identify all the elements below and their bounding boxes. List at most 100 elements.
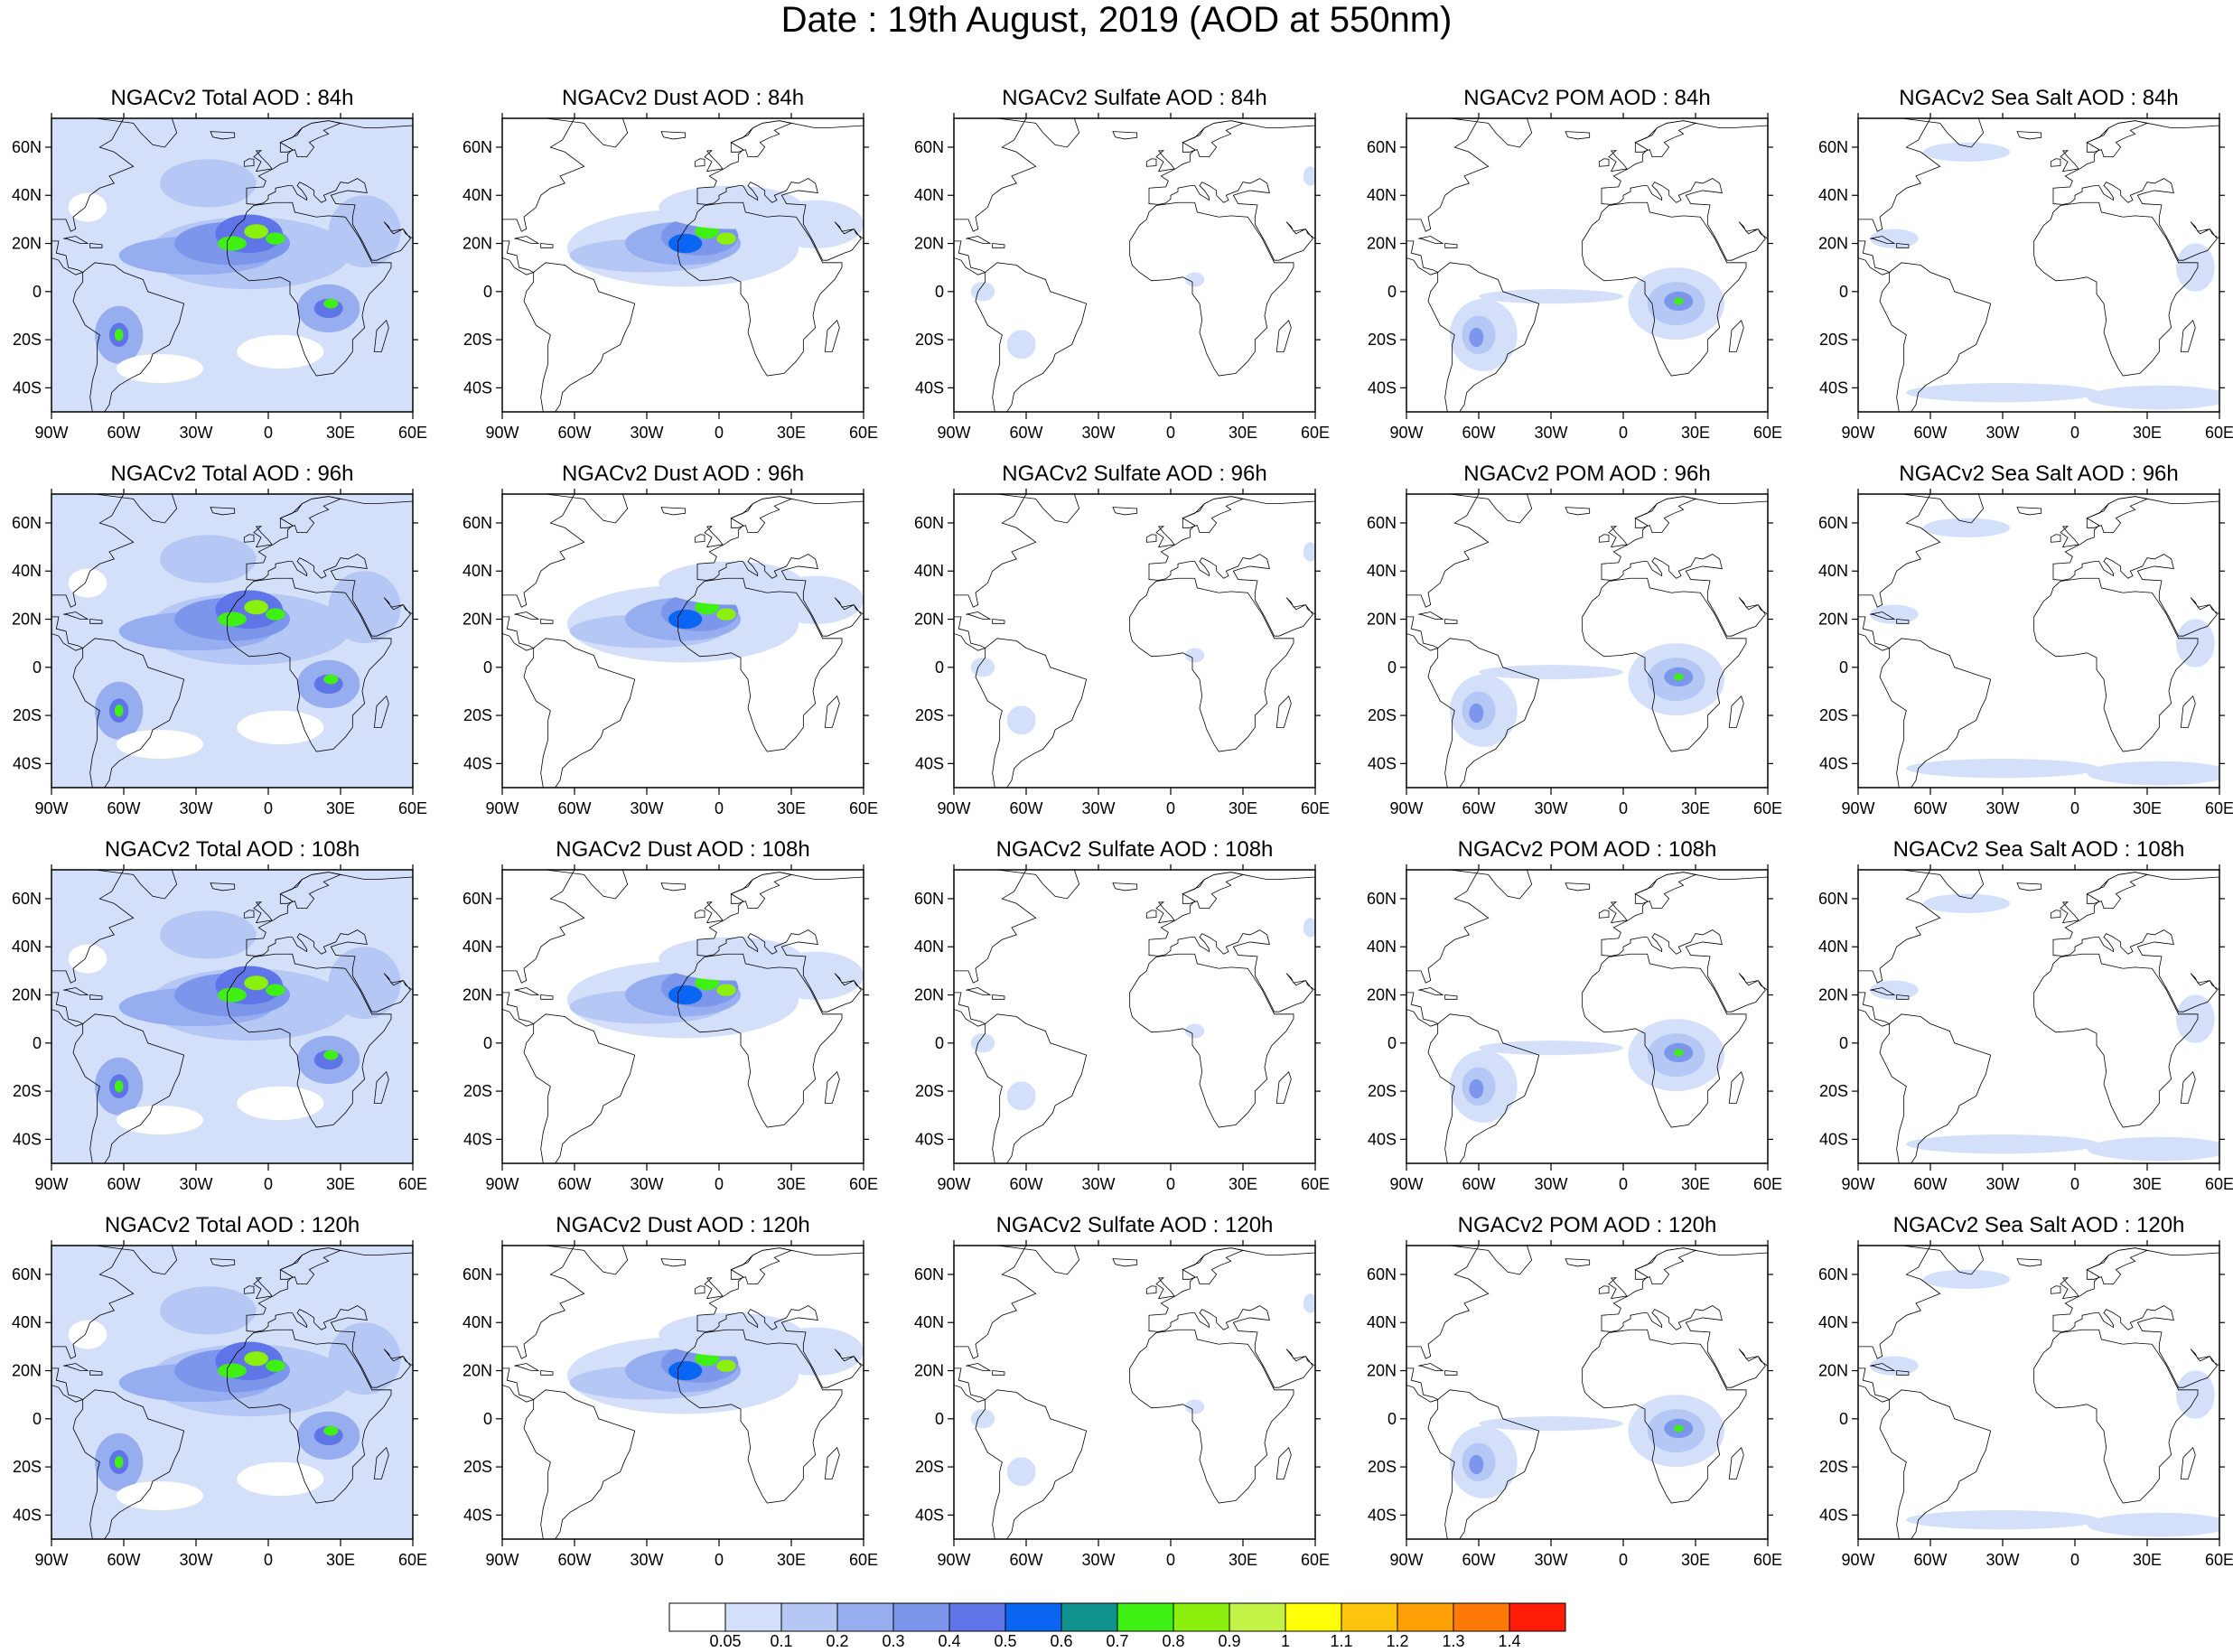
aod-plume <box>1479 289 1623 304</box>
lon-tick-label: 30W <box>630 424 663 442</box>
lat-tick-label: 0 <box>33 1034 42 1052</box>
lon-tick-label: 60E <box>2205 1551 2233 1569</box>
aod-plume <box>1906 383 2099 403</box>
lon-tick-label: 0 <box>1166 1175 1175 1193</box>
lon-tick-label: 30E <box>1681 424 1710 442</box>
aod-plume <box>244 975 268 991</box>
aod-plume <box>117 730 203 760</box>
lon-tick-label: 60W <box>1009 799 1042 817</box>
map-panel-total-96h: NGACv2 Total AOD : 96h 90W 60W 30W 0 30E 60E 60… <box>12 462 427 817</box>
aod-plume <box>2176 994 2215 1043</box>
lon-tick-label: 90W <box>485 1175 519 1193</box>
lat-tick-label: 40S <box>13 378 42 397</box>
lat-tick-label: 60N <box>1818 138 1848 156</box>
lat-tick-label: 0 <box>33 1410 42 1428</box>
lon-tick-label: 0 <box>264 424 273 442</box>
lon-tick-label: 60W <box>107 1551 140 1569</box>
map-frame <box>51 869 414 1164</box>
lat-tick-label: 60N <box>914 138 944 156</box>
aod-plume <box>1006 330 1036 359</box>
aod-plume <box>323 298 339 309</box>
lon-tick-label: 0 <box>2070 1551 2079 1569</box>
aod-plume <box>716 232 736 245</box>
lat-tick-label: 40N <box>1818 186 1848 204</box>
lon-tick-label: 30W <box>630 1551 663 1569</box>
aod-plume <box>1185 1399 1205 1414</box>
panel-title: NGACv2 Sulfate AOD : 84h <box>1002 86 1266 110</box>
colorbar-swatch <box>1397 1602 1454 1632</box>
map-frame <box>953 117 1316 413</box>
lon-tick-label: 0 <box>2070 424 2079 442</box>
lat-tick-label: 0 <box>1839 283 1848 301</box>
lon-tick-label: 30W <box>1534 1551 1567 1569</box>
lon-tick-label: 30W <box>1081 424 1115 442</box>
lon-tick-label: 30E <box>326 799 355 817</box>
lon-tick-label: 30W <box>1534 799 1567 817</box>
colorbar-label: 1.2 <box>1386 1632 1408 1650</box>
lat-tick-label: 40N <box>914 1313 944 1331</box>
map-frame <box>1406 869 1769 1164</box>
aod-plume <box>668 1360 703 1381</box>
map-frame <box>51 1245 414 1540</box>
lon-tick-label: 0 <box>1619 1551 1628 1569</box>
lon-tick-label: 30W <box>1985 1551 2019 1569</box>
lat-tick-label: 20N <box>914 611 944 629</box>
lon-tick-label: 60E <box>1301 799 1330 817</box>
lat-tick-label: 60N <box>1367 514 1397 532</box>
lon-tick-label: 60E <box>849 1175 878 1193</box>
lon-tick-label: 60W <box>107 799 140 817</box>
map-panel-dust-84h: NGACv2 Dust AOD : 84h 90W 60W 30W 0 30E 60E 60N… <box>462 86 878 442</box>
lon-tick-label: 0 <box>1166 424 1175 442</box>
lat-tick-label: 20N <box>1818 235 1848 253</box>
aod-plume <box>1906 1134 2099 1154</box>
lon-tick-label: 90W <box>1389 1551 1423 1569</box>
map-panel-pom-120h: NGACv2 POM AOD : 120h 90W 60W 30W 0 30E 60E 60N… <box>1367 1213 1782 1569</box>
lat-tick-label: 40N <box>1818 1313 1848 1331</box>
lat-tick-label: 20S <box>1819 1458 1848 1476</box>
lat-tick-label: 40N <box>462 938 492 956</box>
lon-tick-label: 90W <box>937 1551 970 1569</box>
lon-tick-label: 0 <box>264 799 273 817</box>
aod-plume <box>1923 518 2010 537</box>
aod-plume <box>266 232 285 245</box>
lat-tick-label: 20N <box>1367 235 1397 253</box>
lat-tick-label: 60N <box>1367 1265 1397 1283</box>
lon-tick-label: 30E <box>326 424 355 442</box>
map-frame <box>1857 869 2220 1164</box>
lon-tick-label: 90W <box>485 799 519 817</box>
lat-tick-label: 60N <box>914 514 944 532</box>
lon-tick-label: 60E <box>398 424 427 442</box>
colorbar-label: 1 <box>1281 1632 1290 1650</box>
colorbar-label: 0.05 <box>709 1632 741 1650</box>
aod-plume <box>1674 673 1684 681</box>
lat-tick-label: 0 <box>1387 1034 1397 1052</box>
lon-tick-label: 90W <box>937 1175 970 1193</box>
lat-tick-label: 40S <box>1368 1130 1397 1148</box>
aod-plume <box>218 611 247 627</box>
aod-plume <box>114 329 124 341</box>
lon-tick-label: 60W <box>1913 1175 1947 1193</box>
lon-tick-label: 60E <box>1753 1551 1782 1569</box>
lon-tick-label: 30W <box>179 799 212 817</box>
lat-tick-label: 60N <box>462 1265 492 1283</box>
map-panel-dust-108h: NGACv2 Dust AOD : 108h 90W 60W 30W 0 30E 60E 60… <box>462 837 878 1193</box>
aod-plume <box>68 1320 107 1349</box>
aod-plume <box>668 609 703 630</box>
lat-tick-label: 0 <box>1839 658 1848 677</box>
aod-plume <box>2176 243 2215 292</box>
colorbar-swatch <box>1116 1602 1174 1632</box>
lon-tick-label: 30W <box>179 424 212 442</box>
aod-plume <box>266 1359 285 1372</box>
lon-tick-label: 30E <box>2133 1551 2162 1569</box>
colorbar-label: 1.4 <box>1498 1632 1520 1650</box>
colorbar-swatch <box>1173 1602 1230 1632</box>
lat-tick-label: 60N <box>12 514 42 532</box>
map-frame <box>953 493 1316 789</box>
lat-tick-label: 0 <box>33 283 42 301</box>
lat-tick-label: 20S <box>1368 331 1397 349</box>
aod-plume <box>1469 327 1484 348</box>
lon-tick-label: 60E <box>849 424 878 442</box>
aod-plume <box>1006 705 1036 735</box>
lat-tick-label: 20N <box>914 986 944 1004</box>
lat-tick-label: 40N <box>1367 562 1397 580</box>
